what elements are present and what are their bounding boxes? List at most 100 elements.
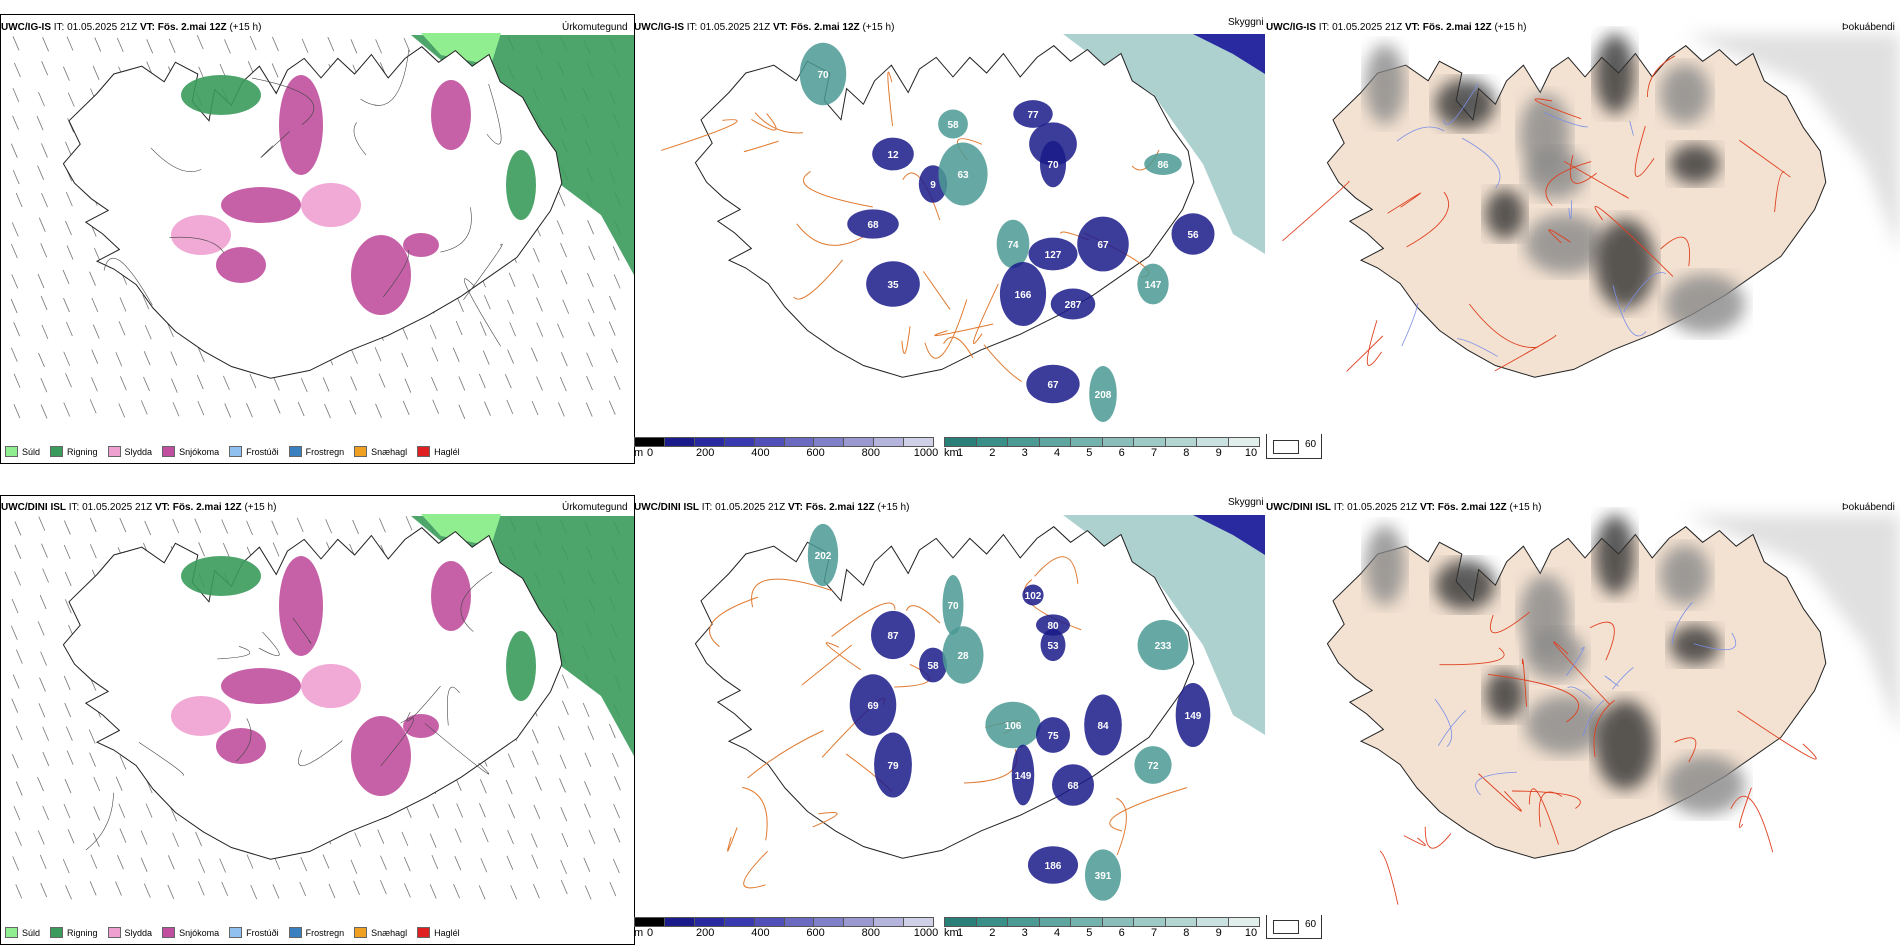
wind-barb (324, 403, 331, 419)
colorbar-cell (873, 437, 904, 447)
wind-barb (63, 675, 71, 691)
precip-blob (181, 75, 261, 115)
wind-barb (42, 726, 50, 741)
precip-blob (351, 235, 411, 315)
fog-blob (1595, 34, 1635, 114)
cloud-label-dini: Skyggni (1228, 497, 1264, 508)
wind-barb (504, 374, 512, 389)
drizzle-area (421, 33, 501, 65)
wind-barb (300, 377, 308, 393)
cloud-base-blob (807, 523, 839, 587)
precip-legend-item: Rigning (50, 927, 98, 938)
wind-barb (509, 322, 517, 337)
colorbar-unit: km (944, 447, 959, 459)
wind-barb (479, 321, 487, 336)
wind-barb (38, 352, 45, 368)
wind-barb (559, 376, 567, 392)
precip-legend-item: Snæhagl (354, 446, 407, 457)
colorbar-cell (813, 437, 844, 447)
wind-barb (11, 243, 18, 259)
fog-blob (1525, 630, 1585, 680)
wind-barb (401, 831, 409, 847)
cloud-header-dini: UWC/DINI ISL IT: 01.05.2025 21Z VT: Fös.… (634, 502, 910, 513)
wind-barb (613, 375, 621, 391)
iceland-outline (694, 45, 1195, 378)
wind-barb (431, 854, 439, 870)
colorbar-cell (1070, 917, 1102, 927)
colorbar-tick: 800 (861, 927, 880, 939)
cloud-visibility-panel-ig: 70 12 9 58 77 70 74 127 67 147 166 287 86 56 67 208 68 35… (633, 14, 1265, 464)
road (751, 578, 833, 608)
wind-barb (64, 778, 72, 794)
wind-barb (531, 400, 539, 416)
wind-barb (40, 295, 48, 311)
legend-swatch (50, 446, 64, 457)
precip-legend-dini: Súld Rigning Slydda Snjókoma Frostúði Frostre… (5, 927, 460, 938)
cloud-base-value: 79 (887, 761, 899, 772)
wind-barb (63, 297, 70, 313)
wind-barb (431, 347, 439, 362)
cloud-base-value: 149 (1015, 771, 1032, 782)
wind-barb (41, 543, 48, 558)
wind-barb (15, 831, 22, 846)
fog-map-dini (1265, 515, 1900, 915)
precip-blob (351, 716, 411, 796)
colorbar-cell (1038, 917, 1070, 927)
road (747, 730, 824, 779)
wind-barb (170, 807, 178, 822)
colorbar-tick: 5 (1086, 447, 1093, 459)
precip-legend-item: Snjókoma (162, 446, 219, 457)
road (924, 299, 968, 359)
river (1396, 126, 1445, 142)
precip-legend-item: Frostregn (288, 446, 344, 457)
wind-barb (11, 598, 19, 614)
wind-barb (403, 856, 411, 872)
road (727, 827, 738, 852)
cloud-base-value: 186 (1045, 861, 1062, 872)
wind-barb (271, 63, 279, 78)
cloud-base-colorbar-ig: m 0 200 400 600 800 1000 (634, 437, 938, 461)
wind-barb (587, 725, 595, 741)
wind-barb (322, 377, 330, 392)
fog-blob (1435, 79, 1495, 129)
road (743, 850, 768, 889)
wind-barb (12, 169, 20, 185)
road (754, 112, 804, 134)
wind-barb (10, 298, 18, 314)
precip-blob (506, 631, 536, 701)
wind-barb (198, 347, 205, 363)
precip-legend-item: Slydda (107, 446, 153, 457)
colorbar-cell (1133, 917, 1165, 927)
cloud-base-value: 80 (1047, 621, 1059, 632)
wind-barb (221, 519, 229, 534)
wind-barb (479, 803, 486, 818)
road (1487, 673, 1579, 723)
wind-barb (246, 403, 253, 418)
wind-barb (40, 377, 48, 393)
wind-barb (115, 881, 122, 896)
wind-barb (42, 805, 50, 821)
wind-barb (401, 352, 409, 368)
road (1494, 335, 1557, 372)
cloud-map-dini: 202 87 58 70 102 53 106 75 84 72 149 68 233 149 186 391… (694, 515, 1265, 901)
cloud-base-blob (1089, 365, 1117, 423)
legend-label: Slydda (124, 446, 153, 457)
terrain-line (103, 258, 153, 306)
wind-barb (507, 829, 514, 845)
wind-barb (15, 781, 23, 796)
wind-barb (143, 351, 151, 366)
drizzle-area (421, 514, 501, 546)
wind-barb (15, 192, 23, 208)
precip-blob (279, 556, 323, 656)
colorbar-tick: 0 (646, 927, 654, 939)
wind-barb (63, 66, 70, 81)
road (1489, 611, 1530, 634)
cloud-base-value: 106 (1005, 721, 1022, 732)
precip-type-panel-dini: Súld Rigning Slydda Snjókoma Frostúði Frostre… (0, 495, 635, 945)
wind-barb (478, 373, 486, 389)
wind-barb (432, 399, 440, 414)
wind-barb (613, 274, 621, 289)
legend-swatch (162, 446, 176, 457)
road (1379, 850, 1399, 905)
precip-blob (221, 668, 301, 704)
